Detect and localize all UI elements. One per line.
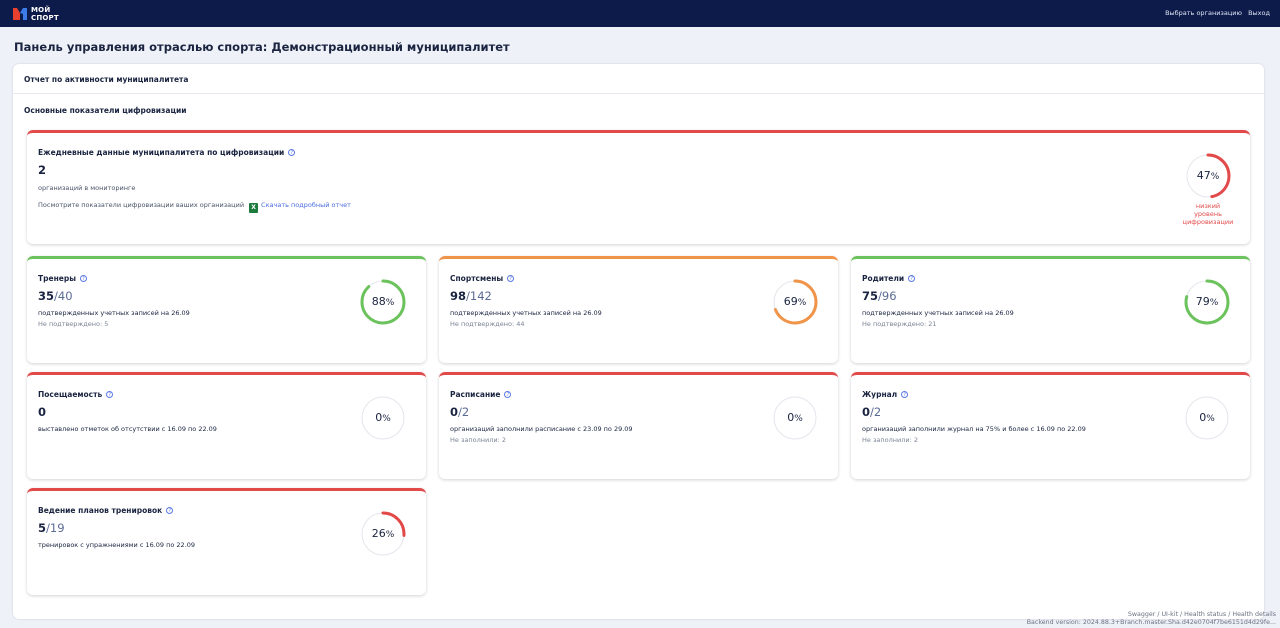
panel-header-title: Отчет по активности муниципалитета [24, 75, 189, 84]
panel-header: Отчет по активности муниципалитета [13, 64, 1264, 94]
progress-percent: 79% [1195, 295, 1219, 308]
help-icon[interactable]: ? [106, 391, 114, 398]
help-icon[interactable]: ? [288, 149, 296, 156]
card-subtitle: подтвержденных учетных записей на 26.09 [862, 309, 1014, 317]
card-value: 0/2 [450, 405, 470, 419]
card-subtitle: тренировок с упражнениями с 16.09 по 22.… [38, 541, 196, 549]
trainers-card: Тренеры? 35/40 подтвержденных учетных запи… [27, 256, 426, 363]
progress-ring: 47% [1185, 153, 1231, 199]
page-title: Панель управления отраслью спорта: Демон… [14, 40, 510, 54]
logo-text: МОЙ СПОРТ [31, 6, 59, 22]
card-value: 5/19 [38, 521, 65, 535]
ui-kit-link[interactable]: UI-kit [1161, 611, 1179, 618]
athletes-card: Спортсмены? 98/142 подтвержденных учетных … [439, 256, 838, 363]
progress-arc [360, 511, 406, 557]
progress-percent: 69% [783, 295, 807, 308]
card-value: 75/96 [862, 289, 897, 303]
progress-arc [1184, 279, 1230, 325]
backend-version: Backend version: 2024.88.3+Branch.master… [1026, 619, 1276, 626]
progress-percent: 88% [371, 295, 395, 308]
activity-report-panel: Отчет по активности муниципалитета Основ… [13, 64, 1264, 619]
help-icon[interactable]: ? [908, 275, 916, 282]
card-title: Расписание? [450, 390, 512, 399]
card-note: Не подтверждено: 44 [450, 320, 525, 328]
progress-arc [360, 279, 406, 325]
card-title: Журнал? [862, 390, 909, 399]
progress-arc [1185, 153, 1231, 199]
progress-ring: 0% [1184, 395, 1230, 441]
health-details-link[interactable]: Health details [1232, 611, 1276, 618]
help-icon[interactable]: ? [166, 507, 174, 514]
app-logo[interactable]: МОЙ СПОРТ [12, 5, 62, 23]
schedule-card: Расписание? 0/2 организаций заполнили расп… [439, 372, 838, 479]
progress-percent: 0% [787, 411, 803, 424]
help-icon[interactable]: ? [504, 391, 512, 398]
card-subtitle: организаций заполнили расписание с 23.09… [450, 425, 633, 433]
progress-percent: 0% [1199, 411, 1215, 424]
card-title: Спортсмены? [450, 274, 515, 283]
training-plans-card: Ведение планов тренировок? 5/19 тренировок… [27, 488, 426, 595]
card-subtitle: выставлено отметок об отсутствии с 16.09… [38, 425, 217, 433]
progress-percent: 26% [371, 527, 395, 540]
card-value: 35/40 [38, 289, 73, 303]
progress-ring: 69% [772, 279, 818, 325]
card-note: Посмотрите показатели цифровизации ваших… [38, 201, 351, 213]
card-value: 2 [38, 163, 47, 177]
card-title: Посещаемость? [38, 390, 114, 399]
card-title: Ведение планов тренировок? [38, 506, 174, 515]
card-note: Не заполнили: 2 [862, 436, 919, 444]
card-value: 0/2 [862, 405, 882, 419]
progress-ring: 79% [1184, 279, 1230, 325]
section-title: Основные показатели цифровизации [24, 106, 187, 115]
card-subtitle: организаций заполнили журнал на 75% и бо… [862, 425, 1086, 433]
excel-icon: X [249, 203, 259, 213]
swagger-link[interactable]: Swagger [1127, 611, 1156, 618]
progress-ring: 26% [360, 511, 406, 557]
card-subtitle: подтвержденных учетных записей на 26.09 [38, 309, 190, 317]
logout-link[interactable]: Выход [1248, 9, 1270, 17]
digitalization-level-label: низкий уровень цифровизации [1182, 202, 1234, 226]
help-icon[interactable]: ? [507, 275, 515, 282]
logo-m-icon [13, 8, 27, 20]
parents-card: Родители? 75/96 подтвержденных учетных зап… [851, 256, 1250, 363]
card-note: Не подтверждено: 21 [862, 320, 937, 328]
progress-ring: 0% [360, 395, 406, 441]
download-report-link[interactable]: Скачать подробный отчет [261, 201, 351, 209]
attendance-card: Посещаемость? 0 выставлено отметок об отсу… [27, 372, 426, 479]
card-title: Тренеры? [38, 274, 87, 283]
footer: Swagger / UI-kit / Health status / Healt… [1026, 611, 1276, 626]
health-status-link[interactable]: Health status [1184, 611, 1227, 618]
daily-digitalization-card: Ежедневные данные муниципалитета по цифр… [27, 130, 1250, 244]
card-value: 98/142 [450, 289, 492, 303]
progress-ring: 88% [360, 279, 406, 325]
card-subtitle: подтвержденных учетных записей на 26.09 [450, 309, 602, 317]
progress-percent: 0% [375, 411, 391, 424]
progress-ring: 0% [772, 395, 818, 441]
top-navbar: МОЙ СПОРТ Выбрать организацию Выход [0, 0, 1280, 27]
card-title: Родители? [862, 274, 916, 283]
progress-percent: 47% [1196, 169, 1220, 182]
card-subtitle: организаций в мониторинге [38, 184, 136, 192]
progress-arc [772, 279, 818, 325]
help-icon[interactable]: ? [901, 391, 909, 398]
card-value: 0 [38, 405, 47, 419]
help-icon[interactable]: ? [80, 275, 87, 282]
card-note: Не подтверждено: 5 [38, 320, 109, 328]
journal-card: Журнал? 0/2 организаций заполнили журнал н… [851, 372, 1250, 479]
card-note: Не заполнили: 2 [450, 436, 507, 444]
select-organization-link[interactable]: Выбрать организацию [1165, 9, 1242, 17]
card-title: Ежедневные данные муниципалитета по цифр… [38, 148, 296, 157]
